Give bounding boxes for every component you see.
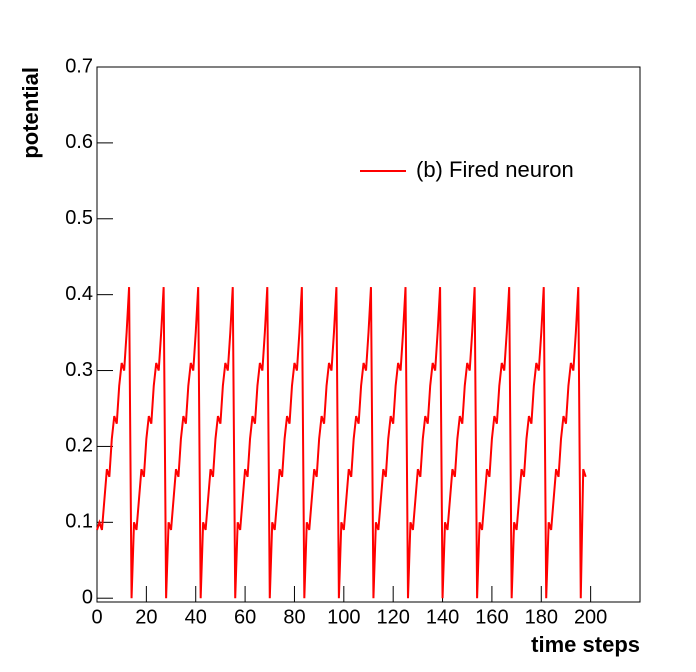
x-tick-label: 40 bbox=[185, 606, 207, 628]
x-tick-label: 0 bbox=[91, 606, 102, 628]
x-tick-label: 180 bbox=[525, 606, 558, 628]
x-tick-label: 160 bbox=[475, 606, 508, 628]
x-tick-label: 140 bbox=[426, 606, 459, 628]
x-tick-label: 60 bbox=[234, 606, 256, 628]
legend-label: (b) Fired neuron bbox=[416, 157, 574, 182]
y-tick-label: 0.5 bbox=[65, 207, 93, 229]
y-tick-label: 0.7 bbox=[65, 55, 93, 77]
y-tick-label: 0.1 bbox=[65, 511, 93, 533]
x-tick-label: 20 bbox=[135, 606, 157, 628]
x-tick-label: 80 bbox=[283, 606, 305, 628]
x-axis-title: time steps bbox=[531, 632, 640, 657]
y-tick-label: 0.3 bbox=[65, 359, 93, 381]
y-tick-label: 0 bbox=[82, 586, 93, 608]
x-tick-label: 100 bbox=[327, 606, 360, 628]
plot-frame bbox=[96, 66, 641, 603]
y-tick-label: 0.4 bbox=[65, 283, 93, 305]
y-tick-label: 0.2 bbox=[65, 435, 93, 457]
y-tick-label: 0.6 bbox=[65, 131, 93, 153]
data-line bbox=[96, 287, 587, 599]
x-tick-label: 200 bbox=[574, 606, 607, 628]
y-axis-title: potential bbox=[18, 67, 43, 159]
x-tick-label: 120 bbox=[376, 606, 409, 628]
